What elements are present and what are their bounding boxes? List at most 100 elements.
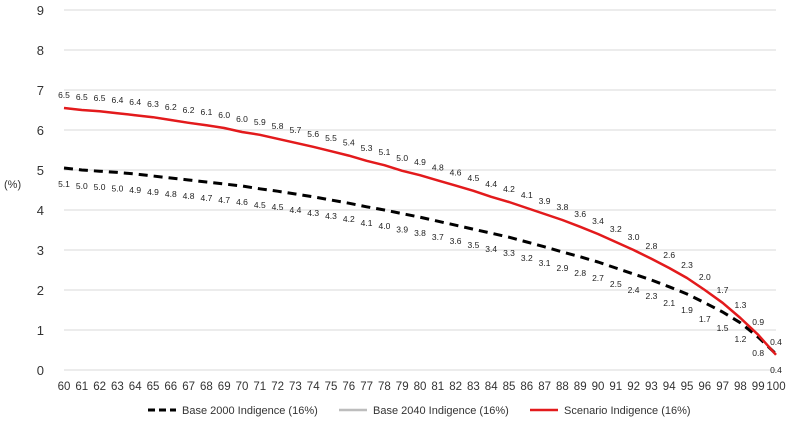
data-label-scenario: 2.8 bbox=[645, 241, 657, 251]
data-label-base-2000: 3.1 bbox=[539, 258, 551, 268]
data-label-base-2000: 2.7 bbox=[592, 273, 604, 283]
data-label-scenario: 3.2 bbox=[610, 224, 622, 234]
x-tick-label: 66 bbox=[164, 381, 177, 393]
data-label-scenario: 2.3 bbox=[681, 260, 693, 270]
x-tick-label: 81 bbox=[431, 381, 444, 393]
y-axis-title: (%) bbox=[4, 179, 21, 191]
x-tick-label: 99 bbox=[752, 381, 765, 393]
x-tick-label: 89 bbox=[574, 381, 587, 393]
data-label-scenario: 5.0 bbox=[396, 153, 408, 163]
x-tick-label: 79 bbox=[396, 381, 409, 393]
data-label-scenario: 6.2 bbox=[183, 105, 195, 115]
x-tick-label: 83 bbox=[467, 381, 480, 393]
y-tick-label: 0 bbox=[37, 363, 44, 378]
x-tick-label: 61 bbox=[75, 381, 88, 393]
x-tick-label: 97 bbox=[716, 381, 729, 393]
data-label-scenario: 6.0 bbox=[236, 114, 248, 124]
x-tick-label: 70 bbox=[236, 381, 249, 393]
data-label-base-2000: 2.5 bbox=[610, 279, 622, 289]
data-label-base-2000: 2.9 bbox=[556, 263, 568, 273]
x-tick-label: 85 bbox=[503, 381, 516, 393]
data-label-base-2000: 5.0 bbox=[76, 181, 88, 191]
data-label-base-2000: 3.5 bbox=[467, 240, 479, 250]
data-label-scenario: 5.1 bbox=[378, 147, 390, 157]
legend: Base 2000 Indigence (16%) Base 2040 Indig… bbox=[148, 405, 691, 417]
x-tick-label: 76 bbox=[342, 381, 355, 393]
data-label-scenario: 4.5 bbox=[467, 173, 479, 183]
data-label-scenario: 6.5 bbox=[58, 90, 70, 100]
x-tick-label: 98 bbox=[734, 381, 747, 393]
data-label-scenario: 2.0 bbox=[699, 272, 711, 282]
gridlines bbox=[64, 9, 776, 371]
y-tick-label: 1 bbox=[37, 323, 44, 338]
data-label-base-2000: 3.4 bbox=[485, 244, 497, 254]
data-label-base-2000: 4.8 bbox=[165, 189, 177, 199]
legend-label-2: Base 2040 Indigence (16%) bbox=[373, 405, 509, 417]
y-tick-label: 8 bbox=[37, 43, 44, 58]
data-label-base-2000: 3.8 bbox=[414, 228, 426, 238]
series-line-1 bbox=[63, 166, 778, 356]
series-line-3 bbox=[63, 106, 777, 356]
data-label-base-2000: 2.1 bbox=[663, 298, 675, 308]
data-label-scenario: 6.4 bbox=[129, 97, 141, 107]
data-labels: 5.1 5.0 5.0 5.0 4.9 4.9 4.8 4.8 4.7 4.7 4.6 4.5 4.5 4… bbox=[58, 90, 782, 375]
x-tick-label: 67 bbox=[182, 381, 195, 393]
x-tick-label: 80 bbox=[414, 381, 427, 393]
y-tick-label: 2 bbox=[37, 283, 44, 298]
x-tick-label: 96 bbox=[698, 381, 711, 393]
y-tick-label: 5 bbox=[37, 163, 44, 178]
data-label-scenario: 6.5 bbox=[94, 93, 106, 103]
data-label-base-2000: 4.9 bbox=[147, 187, 159, 197]
x-tick-label: 87 bbox=[538, 381, 551, 393]
x-tick-label: 84 bbox=[485, 381, 498, 393]
data-label-base-2000: 3.2 bbox=[521, 253, 533, 263]
x-tick-label: 100 bbox=[766, 381, 785, 393]
data-label-scenario: 5.6 bbox=[307, 129, 319, 139]
data-label-base-2000: 2.3 bbox=[645, 291, 657, 301]
x-tick-label: 88 bbox=[556, 381, 569, 393]
data-label-base-2000: 1.2 bbox=[734, 334, 746, 344]
data-label-base-2000: 4.8 bbox=[183, 191, 195, 201]
x-tick-label: 86 bbox=[520, 381, 533, 393]
x-tick-label: 92 bbox=[627, 381, 640, 393]
data-label-base-2000: 2.8 bbox=[574, 268, 586, 278]
data-label-scenario: 6.3 bbox=[147, 99, 159, 109]
data-label-scenario: 0.9 bbox=[752, 317, 764, 327]
data-label-base-2000: 4.2 bbox=[343, 214, 355, 224]
data-label-base-2000: 4.9 bbox=[129, 185, 141, 195]
data-label-scenario: 6.5 bbox=[76, 92, 88, 102]
data-label-base-2000: 4.7 bbox=[218, 195, 230, 205]
x-tick-label: 72 bbox=[271, 381, 284, 393]
data-label-base-2000: 4.5 bbox=[272, 202, 284, 212]
data-label-scenario: 3.9 bbox=[539, 196, 551, 206]
data-label-scenario: 5.4 bbox=[343, 138, 355, 148]
data-label-base-2000: 5.1 bbox=[58, 179, 70, 189]
y-tick-label: 7 bbox=[37, 83, 44, 98]
x-tick-label: 93 bbox=[645, 381, 658, 393]
y-tick-label: 6 bbox=[37, 123, 44, 138]
x-tick-label: 65 bbox=[147, 381, 160, 393]
data-label-base-2000: 4.3 bbox=[325, 211, 337, 221]
x-tick-label: 95 bbox=[681, 381, 694, 393]
data-label-scenario: 4.6 bbox=[450, 168, 462, 178]
data-label-scenario: 3.0 bbox=[628, 232, 640, 242]
data-label-base-2000: 2.4 bbox=[628, 285, 640, 295]
data-label-base-2000: 3.7 bbox=[432, 232, 444, 242]
data-label-scenario: 4.8 bbox=[432, 162, 444, 172]
data-label-scenario: 6.1 bbox=[200, 107, 212, 117]
data-label-base-2000: 4.1 bbox=[361, 218, 373, 228]
x-tick-label: 94 bbox=[663, 381, 676, 393]
y-tick-label: 3 bbox=[37, 243, 44, 258]
data-label-scenario: 3.8 bbox=[556, 202, 568, 212]
x-tick-label: 75 bbox=[325, 381, 338, 393]
data-label-scenario: 4.2 bbox=[503, 184, 515, 194]
data-label-base-2000: 4.3 bbox=[307, 208, 319, 218]
data-label-scenario: 1.7 bbox=[717, 285, 729, 295]
x-tick-label: 69 bbox=[218, 381, 231, 393]
legend-label-1: Base 2000 Indigence (16%) bbox=[182, 405, 318, 417]
data-label-scenario: 5.3 bbox=[361, 143, 373, 153]
data-label-base-2000: 5.0 bbox=[94, 182, 106, 192]
data-label-base-2000: 4.7 bbox=[200, 193, 212, 203]
